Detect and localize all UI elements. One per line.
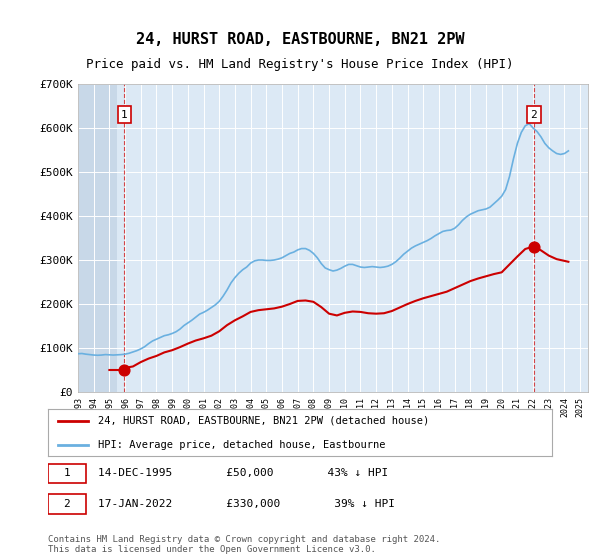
Text: 2: 2 bbox=[63, 499, 70, 509]
Text: Price paid vs. HM Land Registry's House Price Index (HPI): Price paid vs. HM Land Registry's House … bbox=[86, 58, 514, 71]
Text: 24, HURST ROAD, EASTBOURNE, BN21 2PW (detached house): 24, HURST ROAD, EASTBOURNE, BN21 2PW (de… bbox=[98, 416, 430, 426]
Text: Contains HM Land Registry data © Crown copyright and database right 2024.
This d: Contains HM Land Registry data © Crown c… bbox=[48, 535, 440, 554]
Text: 14-DEC-1995        £50,000        43% ↓ HPI: 14-DEC-1995 £50,000 43% ↓ HPI bbox=[98, 468, 389, 478]
Text: 2: 2 bbox=[530, 110, 537, 120]
FancyBboxPatch shape bbox=[48, 494, 86, 514]
Bar bbox=[78, 84, 117, 392]
Text: HPI: Average price, detached house, Eastbourne: HPI: Average price, detached house, East… bbox=[98, 440, 386, 450]
Text: 17-JAN-2022        £330,000        39% ↓ HPI: 17-JAN-2022 £330,000 39% ↓ HPI bbox=[98, 499, 395, 509]
Text: 1: 1 bbox=[63, 468, 70, 478]
FancyBboxPatch shape bbox=[48, 464, 86, 483]
Text: 1: 1 bbox=[121, 110, 128, 120]
Text: 24, HURST ROAD, EASTBOURNE, BN21 2PW: 24, HURST ROAD, EASTBOURNE, BN21 2PW bbox=[136, 32, 464, 46]
Point bbox=[529, 242, 539, 251]
Point bbox=[119, 366, 129, 375]
